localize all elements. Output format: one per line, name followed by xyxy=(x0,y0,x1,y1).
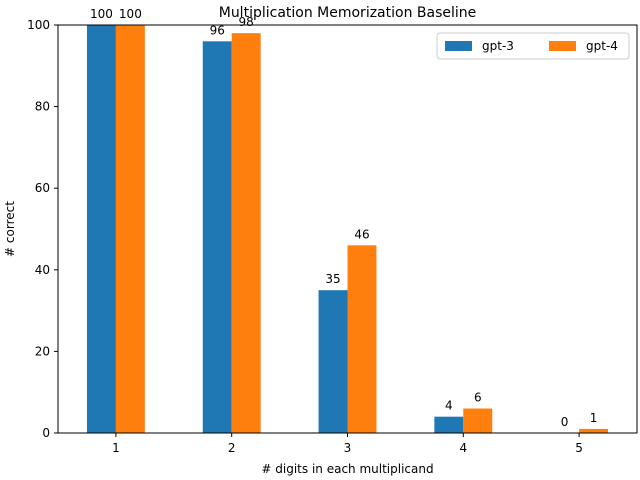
y-tick-label: 100 xyxy=(27,18,50,32)
x-tick-label: 1 xyxy=(112,441,120,455)
x-tick-label: 2 xyxy=(228,441,236,455)
y-tick-label: 0 xyxy=(42,426,50,440)
legend: gpt-3 gpt-4 xyxy=(436,32,630,60)
bar xyxy=(86,25,116,433)
bar-value-label: 0 xyxy=(561,415,569,429)
bar xyxy=(202,41,232,433)
y-tick-label: 60 xyxy=(35,181,50,195)
legend-box xyxy=(436,32,630,60)
bar xyxy=(434,416,464,433)
bar xyxy=(579,428,609,433)
bar-value-label: 98 xyxy=(239,15,254,29)
x-tick-label: 5 xyxy=(575,441,583,455)
bar-value-label: 100 xyxy=(119,7,142,21)
legend-swatch xyxy=(549,41,576,51)
bar-value-label: 46 xyxy=(354,227,369,241)
legend-label: gpt-4 xyxy=(586,39,618,53)
x-tick-label: 4 xyxy=(459,441,467,455)
bar-value-label: 35 xyxy=(325,272,340,286)
bar-value-label: 1 xyxy=(590,411,598,425)
bar xyxy=(115,25,145,433)
bar xyxy=(231,33,261,433)
y-tick-label: 40 xyxy=(35,263,50,277)
chart-title: Multiplication Memorization Baseline xyxy=(219,5,477,21)
bar xyxy=(463,408,493,433)
x-axis-label: # digits in each multiplicand xyxy=(261,462,433,476)
y-tick-label: 80 xyxy=(35,100,50,114)
bar xyxy=(347,245,377,433)
bar xyxy=(318,290,348,433)
bar-labels-group: 100 96 35 4 0 100 98 46 6 1 xyxy=(90,7,597,429)
bar-value-label: 6 xyxy=(474,391,482,405)
legend-label: gpt-3 xyxy=(482,39,514,53)
bar-value-label: 4 xyxy=(445,399,453,413)
y-tick-label: 20 xyxy=(35,344,50,358)
bar-value-label: 96 xyxy=(210,23,225,37)
y-axis-label: # correct xyxy=(3,201,17,257)
bars-group xyxy=(86,25,609,433)
bar-value-label: 100 xyxy=(90,7,113,21)
x-tick-label: 3 xyxy=(344,441,352,455)
legend-swatch xyxy=(445,41,472,51)
